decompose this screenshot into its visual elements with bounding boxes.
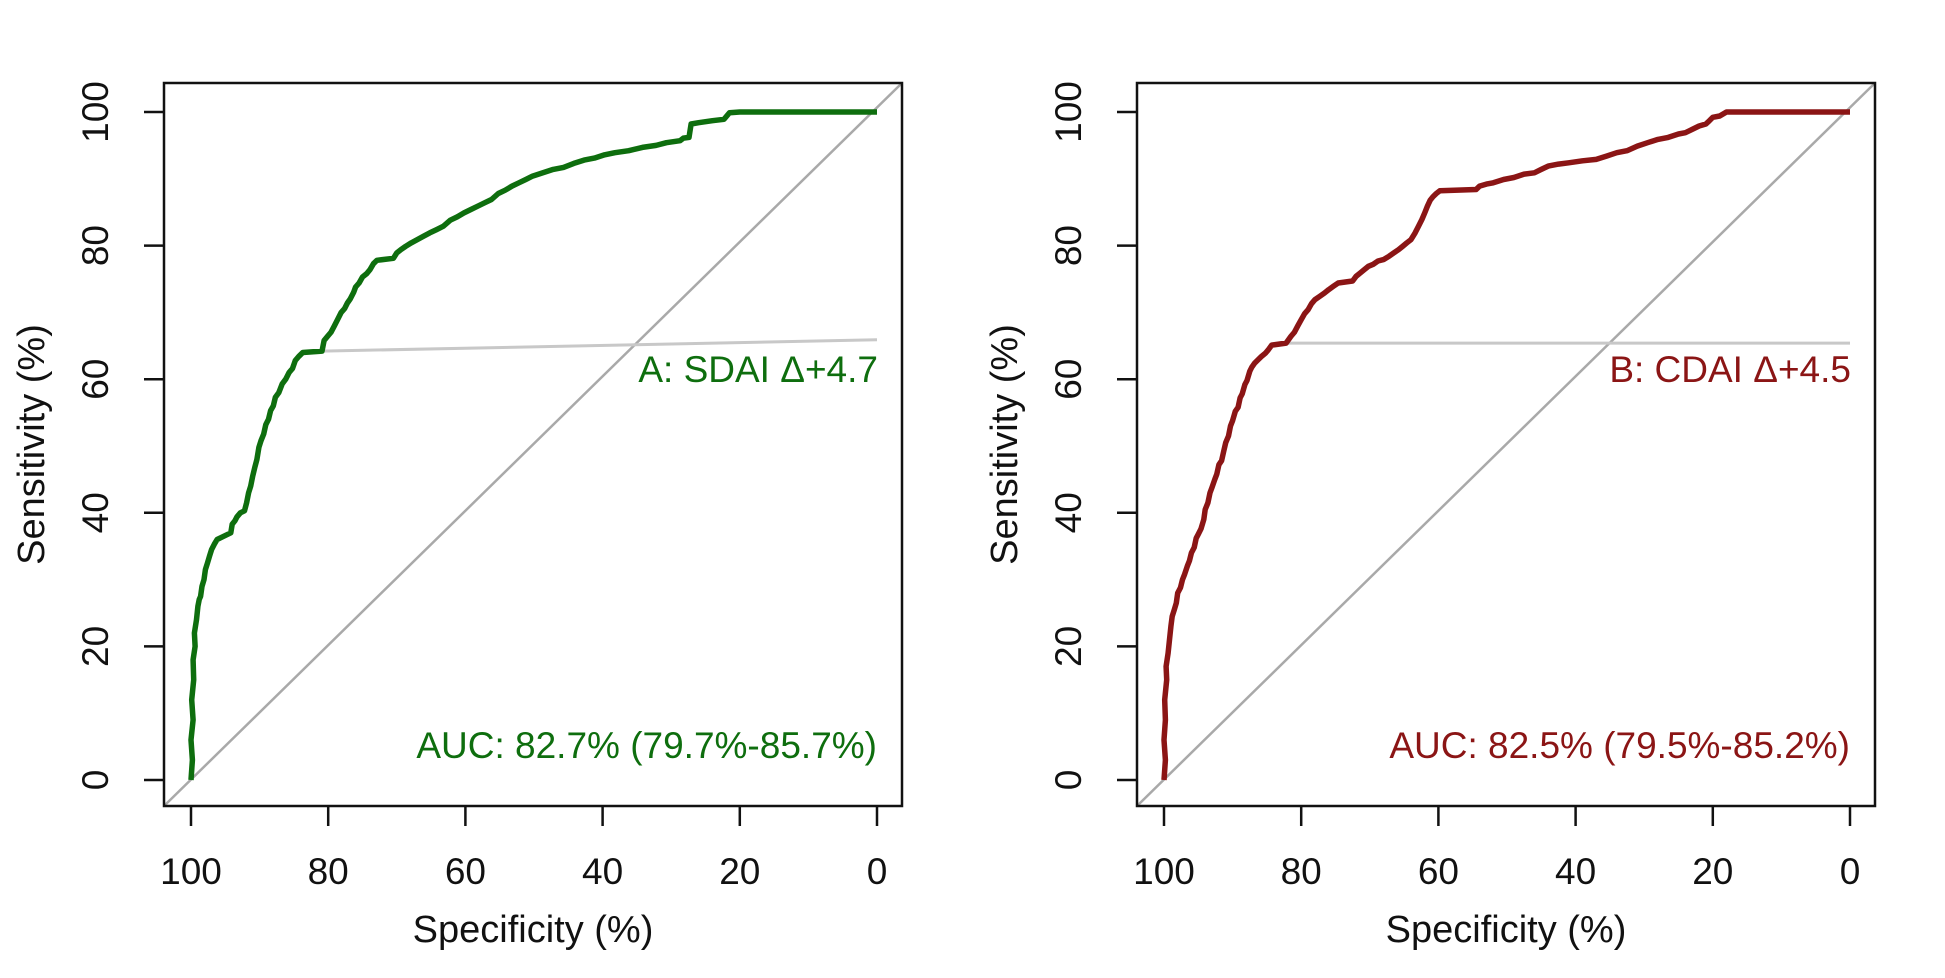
x-tick-label: 20 xyxy=(719,851,760,892)
y-tick-label: 0 xyxy=(75,770,116,791)
y-axis-title: Sensitivity (%) xyxy=(984,324,1026,565)
x-tick-label: 60 xyxy=(1418,851,1459,892)
roc-panel-sdai: 100 80 60 40 20 0 0 20 40 60 80 100 Specificity (%) S… xyxy=(0,0,972,973)
x-tick-label: 40 xyxy=(1555,851,1596,892)
x-tick-label: 40 xyxy=(582,851,623,892)
y-tick-label: 0 xyxy=(1048,770,1089,791)
curve-label-annotation: A: SDAI Δ+4.7 xyxy=(638,349,878,390)
auc-annotation: AUC: 82.5% (79.5%-85.2%) xyxy=(1389,725,1850,766)
y-tick-label: 60 xyxy=(1048,359,1089,400)
threshold-line xyxy=(321,338,878,353)
roc-curve-cdai xyxy=(1161,109,1850,781)
x-tick-label: 60 xyxy=(445,851,486,892)
y-tick-label: 100 xyxy=(75,81,116,143)
y-tick-label: 40 xyxy=(1048,492,1089,533)
x-tick-label: 20 xyxy=(1692,851,1733,892)
plot-box xyxy=(1135,81,1877,808)
roc-curve-sdai xyxy=(188,109,877,781)
y-tick-label: 20 xyxy=(1048,626,1089,667)
roc-plot-svg-b: 100 80 60 40 20 0 0 20 40 60 80 100 Specificity (%) S… xyxy=(984,81,1877,951)
auc-annotation: AUC: 82.7% (79.7%-85.7%) xyxy=(416,725,877,766)
roc-panel-cdai: 100 80 60 40 20 0 0 20 40 60 80 100 Specificity (%) S… xyxy=(973,0,1945,973)
x-tick-label: 80 xyxy=(308,851,349,892)
x-axis-title: Specificity (%) xyxy=(1386,909,1627,951)
x-tick-label: 0 xyxy=(1840,851,1861,892)
chance-diagonal-line xyxy=(163,82,903,807)
x-axis-title: Specificity (%) xyxy=(413,909,654,951)
x-tick-label: 100 xyxy=(160,851,222,892)
y-axis-title: Sensitivity (%) xyxy=(11,324,53,565)
y-tick-label: 40 xyxy=(75,492,116,533)
y-tick-label: 60 xyxy=(75,359,116,400)
plot-box xyxy=(162,81,904,808)
curve-label-annotation: B: CDAI Δ+4.5 xyxy=(1609,349,1851,390)
y-tick-label: 80 xyxy=(75,225,116,266)
y-tick-label: 80 xyxy=(1048,225,1089,266)
y-tick-label: 20 xyxy=(75,626,116,667)
roc-plot-svg-a: 100 80 60 40 20 0 0 20 40 60 80 100 Specificity (%) S… xyxy=(11,81,904,951)
y-tick-label: 100 xyxy=(1048,81,1089,143)
x-tick-label: 0 xyxy=(867,851,888,892)
chance-diagonal-line xyxy=(1136,82,1876,807)
x-tick-label: 100 xyxy=(1133,851,1195,892)
x-tick-label: 80 xyxy=(1281,851,1322,892)
